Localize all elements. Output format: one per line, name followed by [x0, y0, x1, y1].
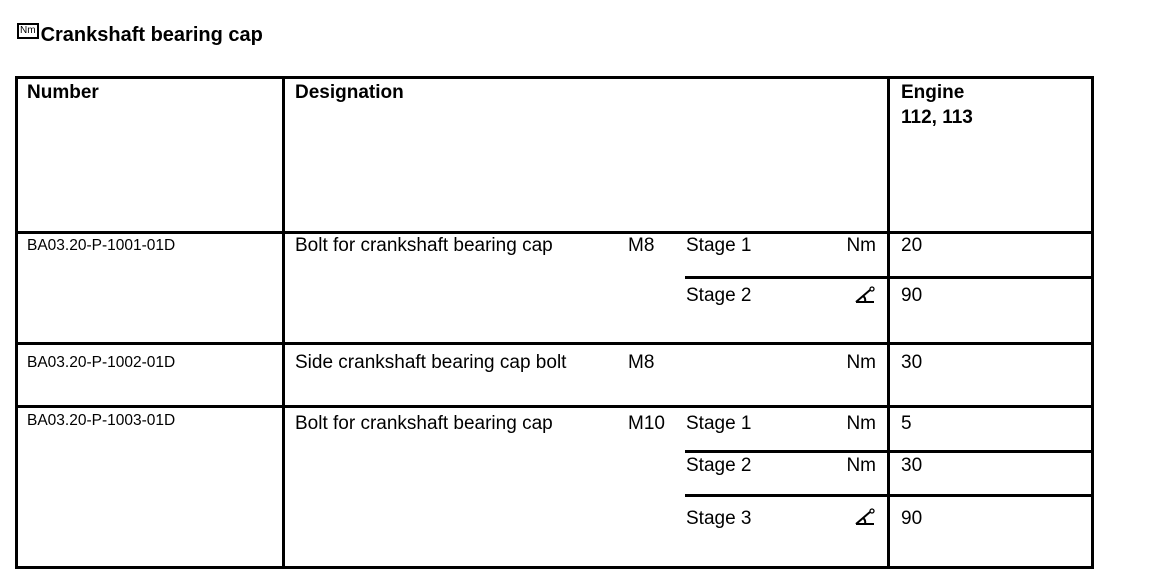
stage-divider: [685, 276, 1094, 279]
section-title-text: Crankshaft bearing cap: [40, 24, 263, 46]
row-thread: M8: [628, 352, 655, 373]
torque-nm-icon: Nm: [17, 22, 39, 39]
column-divider: [282, 76, 285, 569]
torque-value: 20: [901, 235, 923, 256]
stage-divider: [685, 494, 1094, 497]
stage-label: Stage 2: [686, 285, 752, 306]
torque-value: 30: [901, 455, 923, 476]
unit-nm: Nm: [846, 235, 876, 256]
row-designation: Bolt for crankshaft bearing cap: [295, 235, 553, 256]
torque-value: 90: [901, 508, 923, 529]
row-designation: Bolt for crankshaft bearing cap: [295, 413, 553, 434]
unit-nm: Nm: [846, 352, 876, 373]
row-number: BA03.20-P-1001-01D: [27, 237, 176, 254]
row-number: BA03.20-P-1003-01D: [27, 412, 176, 429]
row-thread: M10: [628, 413, 665, 434]
header-engine-models: 112, 113: [901, 107, 973, 128]
stage-label: Stage 3: [686, 508, 752, 529]
table-border: [15, 566, 1094, 569]
table-border: [1091, 76, 1094, 569]
stage-label: Stage 1: [686, 413, 752, 434]
stage-divider: [685, 450, 1094, 453]
header-engine: Engine: [901, 82, 965, 103]
row-thread: M8: [628, 235, 655, 256]
section-title: Nm Crankshaft bearing cap: [17, 22, 263, 47]
row-divider: [15, 342, 1094, 345]
table-border: [15, 76, 1094, 79]
row-number: BA03.20-P-1002-01D: [27, 354, 176, 371]
header-number: Number: [27, 82, 99, 103]
stage-label: Stage 2: [686, 455, 752, 476]
torque-value: 30: [901, 352, 923, 373]
table-border: [15, 76, 18, 569]
stage-label: Stage 1: [686, 235, 752, 256]
unit-nm: Nm: [846, 413, 876, 434]
angle-icon: [855, 286, 875, 303]
torque-value: 90: [901, 285, 923, 306]
header-designation: Designation: [295, 82, 404, 103]
unit-nm: Nm: [846, 455, 876, 476]
row-divider: [15, 231, 1094, 234]
row-designation: Side crankshaft bearing cap bolt: [295, 352, 567, 373]
torque-value: 5: [901, 413, 912, 434]
angle-icon: [855, 508, 875, 525]
row-divider: [15, 405, 1094, 408]
column-divider: [887, 76, 890, 569]
